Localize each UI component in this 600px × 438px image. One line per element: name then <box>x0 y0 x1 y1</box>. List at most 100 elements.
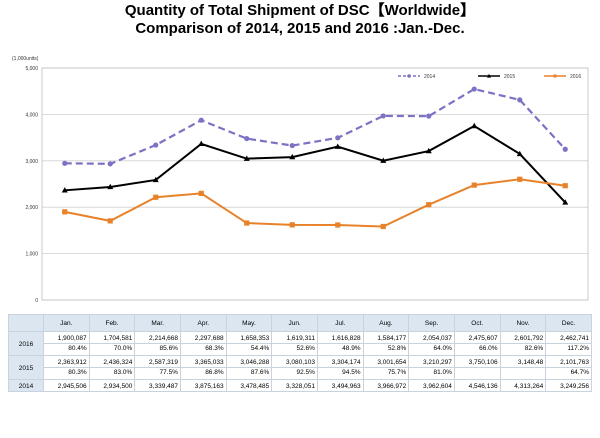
value-cell: 3,148,48 <box>499 355 547 368</box>
legend-marker-2016 <box>553 74 557 78</box>
data-point-2016 <box>62 209 68 215</box>
month-header: Sep. <box>408 314 455 332</box>
value-cell: 3,750,106 <box>453 355 501 368</box>
data-point-2014 <box>198 117 204 123</box>
legend-marker-2014 <box>407 74 411 78</box>
value-cell: 2,101,763 <box>545 355 592 368</box>
value-cell: 1,658,353 <box>225 331 273 344</box>
value-cell: 2,214,668 <box>134 331 181 344</box>
data-point-2016 <box>153 194 159 200</box>
legend-label-2014: 2014 <box>424 74 435 80</box>
percent-cell <box>453 367 501 380</box>
percent-cell: 52.8% <box>362 343 410 356</box>
data-point-2015 <box>334 143 341 149</box>
month-header: May. <box>225 314 273 332</box>
percent-cell: 70.0% <box>88 343 136 356</box>
value-cell: 3,478,485 <box>225 379 273 392</box>
percent-cell: 66.0% <box>453 343 501 356</box>
month-header: Oct. <box>453 314 501 332</box>
data-point-2016 <box>562 183 568 189</box>
value-cell: 3,304,174 <box>316 355 364 368</box>
table-header-row: Jan. Feb. Mar. Apr. May. Jun. Jul. Aug. Sep. Oct.… <box>8 314 592 332</box>
year-label: 2014 <box>8 379 44 392</box>
value-cell: 1,616,828 <box>316 331 364 344</box>
month-header: Aug. <box>362 314 410 332</box>
data-point-2016 <box>471 182 477 188</box>
data-point-2014 <box>426 113 432 119</box>
percent-cell: 94.5% <box>316 367 364 380</box>
data-point-2014 <box>289 142 295 149</box>
series-line-2015 <box>64 124 566 204</box>
percent-cell: 52.6% <box>271 343 318 356</box>
month-header: Dec. <box>545 314 592 332</box>
value-cell: 2,587,319 <box>134 355 181 368</box>
data-point-2015 <box>289 153 296 160</box>
value-cell: 3,210,297 <box>408 355 455 368</box>
series-line-2016 <box>64 178 566 228</box>
data-point-2015 <box>243 155 250 161</box>
value-cell: 1,619,311 <box>271 331 318 344</box>
value-cell: 2,436,324 <box>88 355 136 368</box>
series-line-2014 <box>64 87 567 165</box>
y-tick-label: 3,000 <box>25 159 38 165</box>
percent-cell: 54.4% <box>225 343 273 356</box>
data-point-2016 <box>244 220 250 226</box>
year-label: 2016 <box>8 331 44 356</box>
table-corner-cell <box>8 314 44 332</box>
month-header: Apr. <box>179 314 227 332</box>
percent-cell: 75.7% <box>362 367 410 380</box>
month-header: Jun. <box>271 314 318 332</box>
percent-cell: 86.8% <box>179 367 227 380</box>
value-cell: 3,339,487 <box>134 379 181 392</box>
data-point-2016 <box>517 176 523 182</box>
value-cell: 1,900,087 <box>43 331 90 344</box>
percent-cell: 64.0% <box>408 343 455 356</box>
month-header: Feb. <box>88 314 136 332</box>
data-point-2014 <box>562 146 568 152</box>
data-point-2016 <box>289 222 295 228</box>
legend-marker-2015 <box>487 73 491 78</box>
title-line-2: Comparison of 2014, 2015 and 2016 :Jan.-… <box>135 20 465 37</box>
data-point-2014 <box>244 135 250 142</box>
data-point-2014 <box>471 86 477 92</box>
table-row-percents: 80.3% 83.0% 77.5% 86.8% 87.6% 92.5% 94.5% 75.7%… <box>9 367 592 380</box>
plot-frame <box>41 67 589 301</box>
percent-cell: 80.3% <box>43 367 90 380</box>
value-cell: 2,462,741 <box>545 331 592 344</box>
title-line-1: Quantity of Total Shipment of DSC【Worldw… <box>124 2 476 19</box>
y-axis-unit-label: (1,000units) <box>12 56 39 62</box>
data-point-2015 <box>107 183 114 190</box>
y-tick-label: 5,000 <box>25 66 38 72</box>
value-cell: 2,363,912 <box>43 355 90 368</box>
data-point-2015 <box>471 122 478 129</box>
y-tick-label: 1,000 <box>25 252 38 258</box>
value-cell: 4,546,136 <box>453 379 501 392</box>
data-point-2015 <box>61 187 68 193</box>
table-row-values: 2015 2,363,912 2,436,324 2,587,319 3,365,033… <box>8 355 592 380</box>
value-cell: 3,328,051 <box>271 379 318 392</box>
y-tick-label: 4,000 <box>25 112 38 118</box>
percent-cell: 68.3% <box>179 343 227 356</box>
percent-cell: 92.5% <box>271 367 318 380</box>
data-point-2016 <box>198 190 204 196</box>
chart-title: Quantity of Total Shipment of DSC【Worldw… <box>0 2 600 38</box>
percent-cell: 81.0% <box>408 367 455 380</box>
y-tick-label: 0 <box>35 298 38 304</box>
data-point-2015 <box>380 157 387 163</box>
value-cell: 3,365,033 <box>179 355 227 368</box>
data-point-2014 <box>380 113 386 119</box>
data-point-2015 <box>562 199 569 205</box>
y-tick-label: 2,000 <box>25 205 38 211</box>
data-point-2016 <box>335 222 341 228</box>
value-cell: 2,934,500 <box>88 379 136 392</box>
value-cell: 2,297,688 <box>179 331 227 344</box>
value-cell: 2,945,506 <box>43 379 90 392</box>
data-point-2015 <box>516 150 523 157</box>
data-point-2016 <box>426 202 432 208</box>
percent-cell <box>499 367 547 380</box>
legend-label-2015: 2015 <box>504 74 515 80</box>
value-cell: 3,962,604 <box>408 379 455 392</box>
percent-cell: 64.7% <box>545 367 592 380</box>
month-header: Jan. <box>43 314 90 332</box>
percent-cell: 48.9% <box>316 343 364 356</box>
